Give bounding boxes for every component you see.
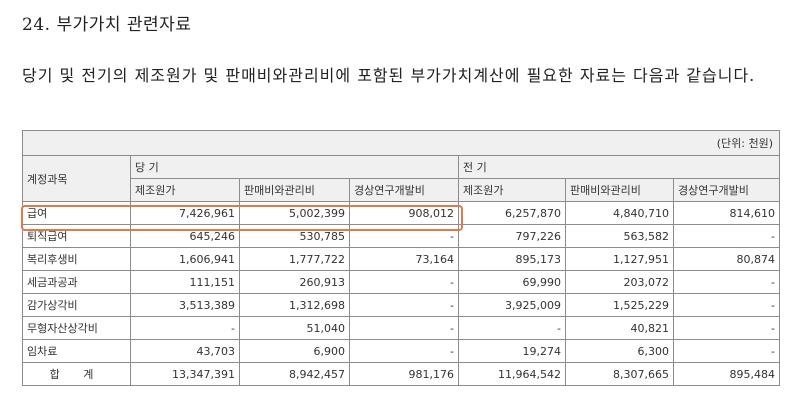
period-current-header: 당 기 [130, 155, 459, 179]
total-cell: 8,942,457 [239, 362, 350, 386]
value-cell: 1,606,941 [130, 247, 240, 271]
value-cell: 40,821 [565, 316, 674, 340]
value-cell: 530,785 [239, 224, 350, 248]
value-cell: 5,002,399 [239, 201, 350, 225]
total-row: 합 계 13,347,391 8,942,457 981,176 11,964,… [22, 362, 780, 386]
value-cell: - [349, 270, 459, 294]
row-label: 무형자산상각비 [22, 316, 131, 340]
value-cell: 895,173 [458, 247, 566, 271]
total-cell: 981,176 [349, 362, 459, 386]
value-cell: - [349, 339, 459, 363]
table-row: 세금과공과 111,151 260,913-69,990 203,072- [22, 270, 780, 294]
row-label: 감가상각비 [22, 293, 131, 317]
value-cell: 1,312,698 [239, 293, 350, 317]
value-cell: 1,127,951 [565, 247, 674, 271]
value-cell: 3,513,389 [130, 293, 240, 317]
table-row: 감가상각비 3,513,389 1,312,698-3,925,009 1,525,2… [22, 293, 780, 317]
row-label: 임차료 [22, 339, 131, 363]
section-title: 24. 부가가치 관련자료 [22, 15, 192, 35]
unit-label: (단위: 천원) [22, 130, 780, 156]
period-prior-header: 전 기 [458, 155, 780, 179]
column-header: 경상연구개발비 [349, 178, 459, 202]
value-cell: 1,525,229 [565, 293, 674, 317]
row-label: 세금과공과 [22, 270, 131, 294]
value-cell: - [673, 316, 780, 340]
value-cell: - [130, 316, 240, 340]
value-cell: 73,164 [349, 247, 459, 271]
value-cell: 1,777,722 [239, 247, 350, 271]
value-cell: - [349, 293, 459, 317]
value-cell: - [458, 316, 566, 340]
column-header: 판매비와관리비 [239, 178, 350, 202]
table-row: 복리후생비 1,606,941 1,777,722 73,164 895,173 1,12… [22, 247, 780, 271]
row-label: 급여 [22, 201, 131, 225]
row-label: 복리후생비 [22, 247, 131, 271]
value-cell: 69,990 [458, 270, 566, 294]
table-row: 퇴직급여 645,246 530,785-797,226 563,582- [22, 224, 780, 248]
value-cell: - [673, 224, 780, 248]
column-header: 경상연구개발비 [673, 178, 780, 202]
value-cell: 51,040 [239, 316, 350, 340]
value-cell: - [673, 293, 780, 317]
value-cell: 203,072 [565, 270, 674, 294]
total-cell: 13,347,391 [130, 362, 240, 386]
total-label: 합 계 [22, 362, 131, 386]
row-label: 퇴직급여 [22, 224, 131, 248]
value-cell: - [349, 224, 459, 248]
value-cell: - [673, 339, 780, 363]
value-cell: 814,610 [673, 201, 780, 225]
table-row: 무형자산상각비 -51,040- -40,821- [22, 316, 780, 340]
value-cell: 6,257,870 [458, 201, 566, 225]
value-cell: 7,426,961 [130, 201, 240, 225]
column-header: 제조원가 [130, 178, 240, 202]
value-cell: 645,246 [130, 224, 240, 248]
account-header: 계정과목 [22, 155, 131, 202]
description-paragraph: 당기 및 전기의 제조원가 및 판매비와관리비에 포함된 부가가치계산에 필요한… [22, 66, 756, 85]
value-cell: 3,925,009 [458, 293, 566, 317]
value-cell: 111,151 [130, 270, 240, 294]
value-cell: - [349, 316, 459, 340]
table-row: 임차료 43,703 6,900-19,274 6,300- [22, 339, 780, 363]
value-added-table: (단위: 천원) 계정과목 당 기 전 기 제조원가 판매비와관리비 경상연구개… [22, 130, 780, 386]
value-cell: 19,274 [458, 339, 566, 363]
value-cell: 908,012 [349, 201, 459, 225]
column-header: 판매비와관리비 [565, 178, 674, 202]
value-cell: 4,840,710 [565, 201, 674, 225]
total-cell: 8,307,665 [565, 362, 674, 386]
table-row: 급여 7,426,961 5,002,399 908,012 6,257,870 4,84… [22, 201, 780, 225]
value-cell: - [673, 270, 780, 294]
column-header: 제조원가 [458, 178, 566, 202]
value-cell: 260,913 [239, 270, 350, 294]
total-cell: 11,964,542 [458, 362, 566, 386]
value-cell: 6,900 [239, 339, 350, 363]
value-cell: 6,300 [565, 339, 674, 363]
value-cell: 43,703 [130, 339, 240, 363]
value-cell: 797,226 [458, 224, 566, 248]
total-cell: 895,484 [673, 362, 780, 386]
value-cell: 563,582 [565, 224, 674, 248]
value-cell: 80,874 [673, 247, 780, 271]
